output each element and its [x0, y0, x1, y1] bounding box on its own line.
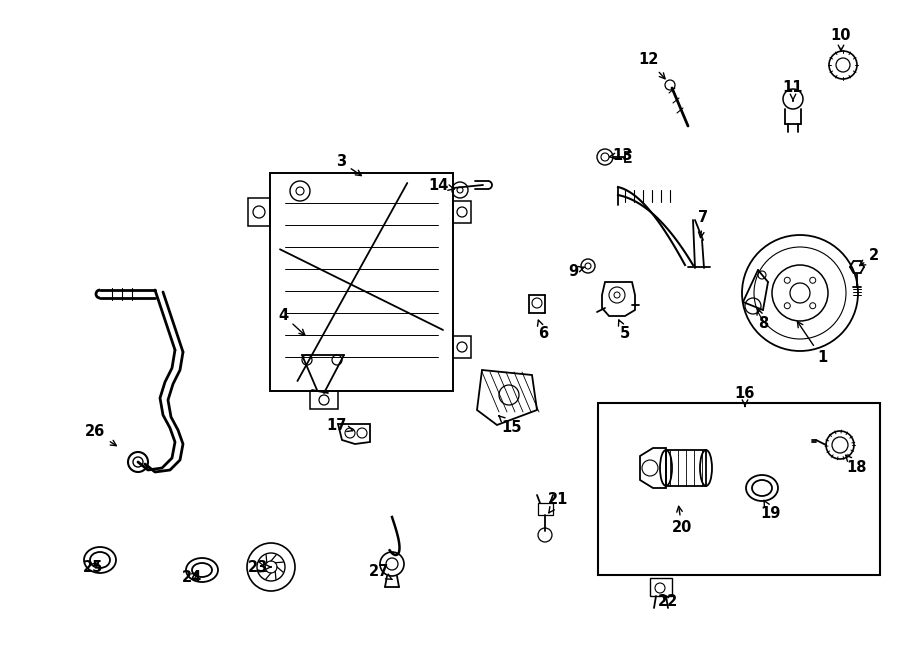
Text: 13: 13	[609, 147, 634, 163]
Text: 4: 4	[278, 307, 305, 335]
Bar	[248, 198, 270, 226]
Text: 14: 14	[428, 178, 454, 192]
Text: 1: 1	[797, 322, 827, 366]
Text: 7: 7	[698, 210, 708, 238]
Bar	[310, 391, 338, 409]
Text: 9: 9	[568, 264, 584, 278]
Bar	[453, 336, 471, 358]
Text: 8: 8	[757, 309, 768, 330]
Bar	[270, 173, 453, 391]
Text: 24: 24	[182, 570, 202, 584]
Bar	[666, 450, 706, 486]
Bar	[453, 201, 471, 223]
Bar	[538, 503, 553, 515]
Text: 18: 18	[846, 455, 868, 475]
Text: 25: 25	[83, 559, 104, 574]
Text: 15: 15	[499, 416, 522, 436]
Text: 22: 22	[658, 594, 678, 609]
Text: 12: 12	[638, 52, 665, 79]
Text: 5: 5	[618, 320, 630, 342]
Text: 10: 10	[831, 28, 851, 51]
Text: 16: 16	[734, 385, 755, 407]
Text: 6: 6	[537, 320, 548, 342]
Text: 27: 27	[369, 564, 392, 580]
Text: 19: 19	[760, 500, 781, 520]
Text: 11: 11	[783, 81, 803, 101]
Text: 26: 26	[85, 424, 116, 446]
Bar	[598, 403, 880, 575]
Text: 2: 2	[860, 249, 879, 266]
Bar	[650, 578, 672, 596]
Text: 20: 20	[671, 506, 692, 535]
Text: 23: 23	[248, 559, 271, 574]
Text: 21: 21	[548, 492, 568, 513]
Text: 3: 3	[336, 155, 362, 176]
Text: 17: 17	[326, 418, 353, 432]
